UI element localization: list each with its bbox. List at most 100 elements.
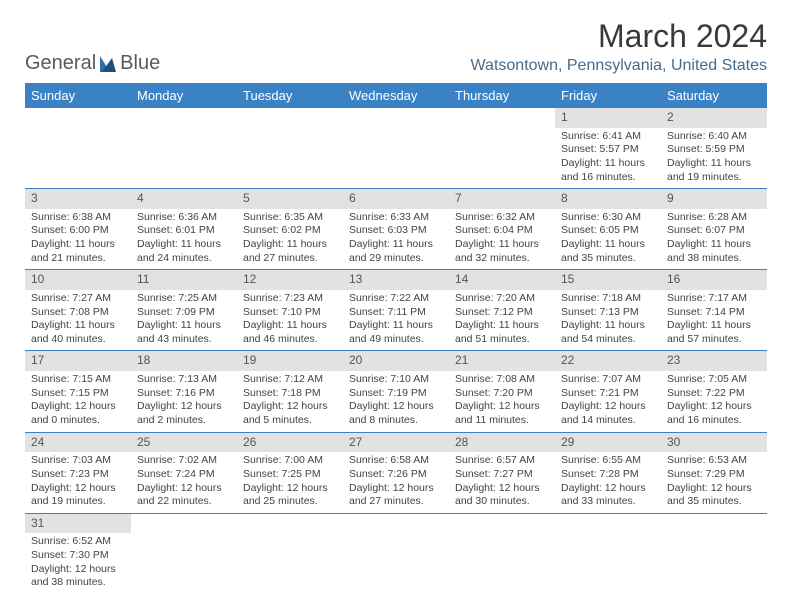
day-detail-line: and 49 minutes. bbox=[349, 333, 443, 347]
day-number bbox=[449, 108, 555, 112]
day-number: 14 bbox=[449, 270, 555, 290]
calendar-week-row: 10Sunrise: 7:27 AMSunset: 7:08 PMDayligh… bbox=[25, 270, 767, 351]
day-number: 15 bbox=[555, 270, 661, 290]
day-number bbox=[449, 514, 555, 518]
day-detail-line: Sunset: 7:10 PM bbox=[243, 306, 337, 320]
day-number bbox=[131, 108, 237, 112]
day-number: 24 bbox=[25, 433, 131, 453]
calendar-week-row: 31Sunrise: 6:52 AMSunset: 7:30 PMDayligh… bbox=[25, 513, 767, 594]
day-number: 26 bbox=[237, 433, 343, 453]
day-detail-line: Daylight: 12 hours bbox=[455, 400, 549, 414]
calendar-day-cell: 14Sunrise: 7:20 AMSunset: 7:12 PMDayligh… bbox=[449, 270, 555, 351]
day-detail-line: and 30 minutes. bbox=[455, 495, 549, 509]
day-detail-line: Sunrise: 6:28 AM bbox=[667, 211, 761, 225]
day-detail-line: Daylight: 12 hours bbox=[137, 400, 231, 414]
day-details: Sunrise: 7:27 AMSunset: 7:08 PMDaylight:… bbox=[25, 290, 131, 351]
day-detail-line: Sunset: 7:22 PM bbox=[667, 387, 761, 401]
day-details: Sunrise: 6:38 AMSunset: 6:00 PMDaylight:… bbox=[25, 209, 131, 270]
day-detail-line: Daylight: 11 hours bbox=[31, 238, 125, 252]
day-detail-line: Daylight: 12 hours bbox=[31, 482, 125, 496]
day-detail-line: Sunrise: 7:17 AM bbox=[667, 292, 761, 306]
day-details: Sunrise: 6:53 AMSunset: 7:29 PMDaylight:… bbox=[661, 452, 767, 513]
weekday-header-row: Sunday Monday Tuesday Wednesday Thursday… bbox=[25, 83, 767, 108]
day-details: Sunrise: 7:00 AMSunset: 7:25 PMDaylight:… bbox=[237, 452, 343, 513]
day-detail-line: Sunrise: 6:33 AM bbox=[349, 211, 443, 225]
day-detail-line: Sunrise: 7:00 AM bbox=[243, 454, 337, 468]
day-detail-line: Sunset: 7:19 PM bbox=[349, 387, 443, 401]
day-detail-line: Sunrise: 6:57 AM bbox=[455, 454, 549, 468]
calendar-day-cell: 18Sunrise: 7:13 AMSunset: 7:16 PMDayligh… bbox=[131, 351, 237, 432]
day-details: Sunrise: 6:32 AMSunset: 6:04 PMDaylight:… bbox=[449, 209, 555, 270]
day-details: Sunrise: 7:07 AMSunset: 7:21 PMDaylight:… bbox=[555, 371, 661, 432]
calendar-day-cell: 10Sunrise: 7:27 AMSunset: 7:08 PMDayligh… bbox=[25, 270, 131, 351]
day-detail-line: and 16 minutes. bbox=[561, 171, 655, 185]
day-detail-line: Daylight: 11 hours bbox=[455, 319, 549, 333]
day-number: 25 bbox=[131, 433, 237, 453]
calendar-day-cell: 13Sunrise: 7:22 AMSunset: 7:11 PMDayligh… bbox=[343, 270, 449, 351]
day-number: 8 bbox=[555, 189, 661, 209]
calendar-day-cell: 11Sunrise: 7:25 AMSunset: 7:09 PMDayligh… bbox=[131, 270, 237, 351]
calendar-day-cell: 26Sunrise: 7:00 AMSunset: 7:25 PMDayligh… bbox=[237, 432, 343, 513]
day-detail-line: and 29 minutes. bbox=[349, 252, 443, 266]
day-detail-line: Daylight: 12 hours bbox=[31, 563, 125, 577]
day-number bbox=[237, 108, 343, 112]
day-detail-line: Daylight: 11 hours bbox=[137, 319, 231, 333]
day-detail-line: Daylight: 11 hours bbox=[561, 319, 655, 333]
day-detail-line: Sunrise: 6:30 AM bbox=[561, 211, 655, 225]
day-details: Sunrise: 6:57 AMSunset: 7:27 PMDaylight:… bbox=[449, 452, 555, 513]
day-detail-line: Daylight: 12 hours bbox=[137, 482, 231, 496]
day-details: Sunrise: 7:08 AMSunset: 7:20 PMDaylight:… bbox=[449, 371, 555, 432]
day-number: 7 bbox=[449, 189, 555, 209]
day-number: 3 bbox=[25, 189, 131, 209]
day-details: Sunrise: 7:23 AMSunset: 7:10 PMDaylight:… bbox=[237, 290, 343, 351]
day-detail-line: and 14 minutes. bbox=[561, 414, 655, 428]
day-number: 5 bbox=[237, 189, 343, 209]
day-detail-line: Sunset: 7:21 PM bbox=[561, 387, 655, 401]
day-detail-line: and 27 minutes. bbox=[349, 495, 443, 509]
weekday-header: Thursday bbox=[449, 83, 555, 108]
day-number: 21 bbox=[449, 351, 555, 371]
day-detail-line: and 25 minutes. bbox=[243, 495, 337, 509]
day-number: 28 bbox=[449, 433, 555, 453]
day-detail-line: and 27 minutes. bbox=[243, 252, 337, 266]
day-detail-line: and 0 minutes. bbox=[31, 414, 125, 428]
day-detail-line: Sunset: 6:04 PM bbox=[455, 224, 549, 238]
day-detail-line: Daylight: 11 hours bbox=[137, 238, 231, 252]
day-detail-line: Sunset: 7:25 PM bbox=[243, 468, 337, 482]
day-detail-line: Daylight: 12 hours bbox=[243, 482, 337, 496]
day-detail-line: Sunset: 7:09 PM bbox=[137, 306, 231, 320]
day-details: Sunrise: 7:25 AMSunset: 7:09 PMDaylight:… bbox=[131, 290, 237, 351]
calendar-day-cell bbox=[343, 108, 449, 189]
day-detail-line: Daylight: 12 hours bbox=[349, 400, 443, 414]
day-detail-line: Sunrise: 6:38 AM bbox=[31, 211, 125, 225]
day-detail-line: Sunrise: 6:40 AM bbox=[667, 130, 761, 144]
day-number: 16 bbox=[661, 270, 767, 290]
calendar-day-cell: 28Sunrise: 6:57 AMSunset: 7:27 PMDayligh… bbox=[449, 432, 555, 513]
day-detail-line: Sunrise: 7:27 AM bbox=[31, 292, 125, 306]
day-detail-line: and 54 minutes. bbox=[561, 333, 655, 347]
day-detail-line: Sunset: 5:57 PM bbox=[561, 143, 655, 157]
day-number: 1 bbox=[555, 108, 661, 128]
weekday-header: Friday bbox=[555, 83, 661, 108]
day-detail-line: Daylight: 12 hours bbox=[455, 482, 549, 496]
day-detail-line: and 19 minutes. bbox=[31, 495, 125, 509]
calendar-day-cell: 15Sunrise: 7:18 AMSunset: 7:13 PMDayligh… bbox=[555, 270, 661, 351]
weekday-header: Tuesday bbox=[237, 83, 343, 108]
day-detail-line: Sunset: 7:29 PM bbox=[667, 468, 761, 482]
day-detail-line: and 19 minutes. bbox=[667, 171, 761, 185]
day-number: 12 bbox=[237, 270, 343, 290]
day-detail-line: Sunrise: 6:41 AM bbox=[561, 130, 655, 144]
day-detail-line: Sunrise: 7:23 AM bbox=[243, 292, 337, 306]
day-detail-line: and 51 minutes. bbox=[455, 333, 549, 347]
day-detail-line: Sunrise: 7:12 AM bbox=[243, 373, 337, 387]
day-detail-line: Sunset: 7:12 PM bbox=[455, 306, 549, 320]
day-details: Sunrise: 7:18 AMSunset: 7:13 PMDaylight:… bbox=[555, 290, 661, 351]
day-detail-line: Sunrise: 7:05 AM bbox=[667, 373, 761, 387]
calendar-day-cell: 27Sunrise: 6:58 AMSunset: 7:26 PMDayligh… bbox=[343, 432, 449, 513]
calendar-day-cell bbox=[661, 513, 767, 594]
calendar-day-cell bbox=[555, 513, 661, 594]
calendar-day-cell: 17Sunrise: 7:15 AMSunset: 7:15 PMDayligh… bbox=[25, 351, 131, 432]
day-details: Sunrise: 7:20 AMSunset: 7:12 PMDaylight:… bbox=[449, 290, 555, 351]
day-detail-line: Sunrise: 7:22 AM bbox=[349, 292, 443, 306]
day-detail-line: and 33 minutes. bbox=[561, 495, 655, 509]
